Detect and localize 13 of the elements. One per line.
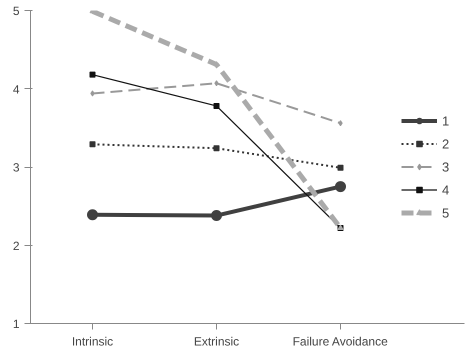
x-tick-label: Failure Avoidance (292, 334, 388, 348)
y-tick-label: 1 (12, 317, 20, 331)
legend-label: 3 (442, 159, 450, 174)
y-tick-label: 2 (12, 238, 20, 253)
y-tick-label: 5 (12, 4, 20, 18)
legend-label: 4 (442, 182, 450, 197)
y-tick-label: 4 (12, 82, 20, 96)
legend-label: 5 (442, 205, 450, 220)
x-tick-label: Extrinsic (194, 334, 240, 348)
y-tick-label: 3 (12, 160, 20, 174)
x-tick-label: Intrinsic (72, 334, 114, 348)
legend-label: 1 (442, 113, 450, 128)
legend-label: 2 (442, 136, 450, 151)
